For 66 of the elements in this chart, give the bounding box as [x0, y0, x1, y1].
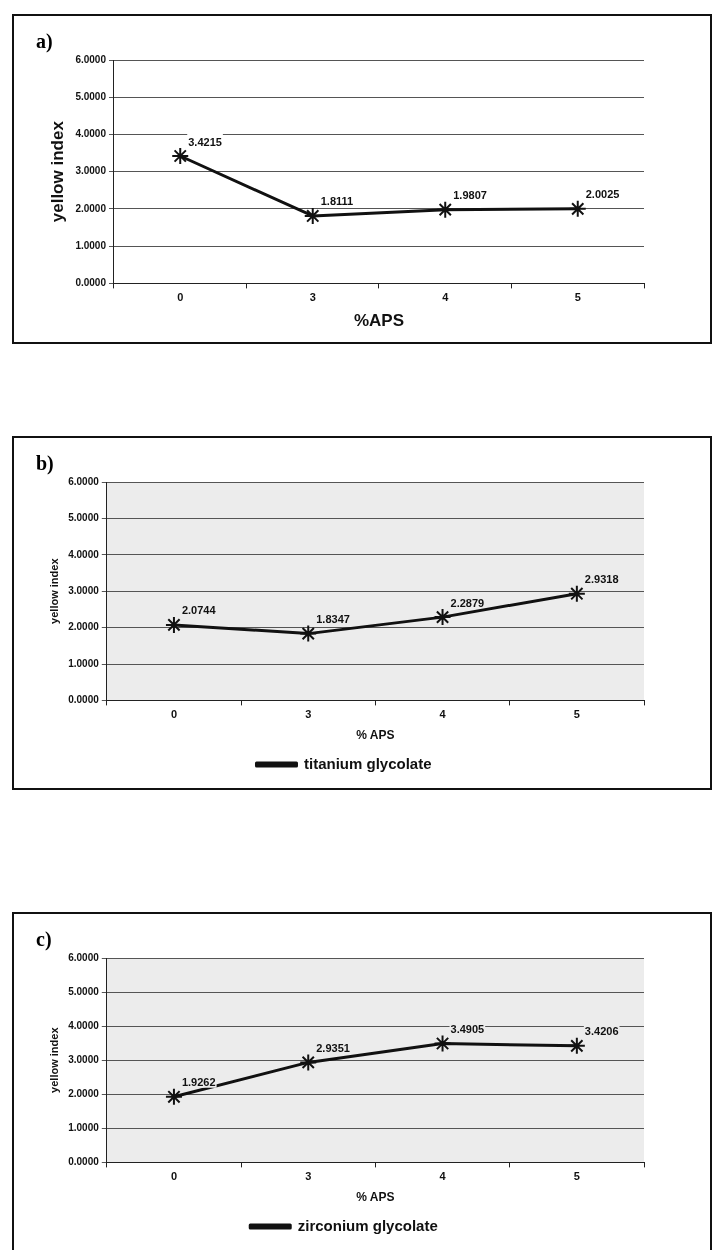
- x-tick-label: 5: [573, 708, 580, 721]
- x-tick-label: 3: [305, 1170, 312, 1183]
- y-axis-title: yellow index: [47, 120, 67, 223]
- point: [433, 608, 452, 627]
- x-tick-label: 5: [573, 1170, 580, 1183]
- y-axis-title: yellow index: [47, 1026, 60, 1093]
- point: [164, 1087, 183, 1106]
- data-label: 2.0744: [181, 604, 217, 617]
- y-tick-label: 1.0000: [75, 239, 107, 251]
- y-tick-label: 6.0000: [68, 951, 100, 963]
- x-tick-label: 0: [170, 708, 177, 721]
- x-tick-label: 0: [177, 291, 184, 304]
- point: [164, 615, 183, 634]
- y-tick-label: 4.0000: [68, 548, 100, 560]
- data-label: 2.9351: [316, 1041, 350, 1054]
- chart-title: b): [36, 452, 54, 475]
- y-tick-label: 4.0000: [75, 128, 107, 140]
- x-axis-title: % APS: [356, 1190, 395, 1205]
- point: [171, 147, 190, 166]
- y-tick-label: 0.0000: [75, 277, 107, 289]
- x-tick-label: 4: [439, 708, 447, 721]
- x-tick-label: 0: [170, 1170, 177, 1183]
- point: [299, 1053, 318, 1072]
- point: [568, 199, 587, 218]
- y-tick-label: 6.0000: [75, 53, 107, 65]
- x-tick-label: 5: [574, 291, 581, 304]
- data-label: 2.9318: [584, 573, 619, 586]
- data-label: 1.9262: [181, 1076, 216, 1089]
- y-tick-label: 3.0000: [75, 165, 107, 177]
- y-axis-title: yellow index: [47, 557, 60, 624]
- legend-label: titanium glycolate: [303, 754, 432, 772]
- chart-title: c): [36, 928, 52, 951]
- x-tick-label: 4: [442, 291, 450, 304]
- x-axis-title: %APS: [353, 311, 405, 331]
- data-label: 1.8111: [320, 195, 354, 208]
- y-tick-label: 3.0000: [68, 584, 100, 596]
- y-tick-label: 2.0000: [68, 621, 100, 633]
- point: [567, 1036, 586, 1055]
- y-tick-label: 5.0000: [75, 90, 107, 102]
- y-tick-label: 4.0000: [68, 1019, 100, 1031]
- data-label: 3.4206: [584, 1025, 619, 1038]
- y-tick-label: 1.0000: [68, 657, 100, 669]
- y-tick-label: 3.0000: [68, 1053, 100, 1065]
- point: [567, 584, 586, 603]
- x-tick-label: 3: [309, 291, 316, 304]
- x-tick-label: 3: [305, 708, 312, 721]
- y-tick-label: 2.0000: [68, 1088, 100, 1100]
- data-label: 3.4215: [188, 135, 222, 148]
- legend-label: zirconium glycolate: [297, 1216, 438, 1234]
- x-tick-label: 4: [439, 1170, 447, 1183]
- y-tick-label: 5.0000: [68, 985, 100, 997]
- point: [433, 1034, 452, 1053]
- y-tick-label: 0.0000: [68, 1156, 100, 1168]
- data-label: 3.4905: [450, 1023, 485, 1036]
- chart-title: a): [36, 30, 53, 53]
- x-axis-title: % APS: [356, 728, 395, 743]
- data-label: 2.0025: [585, 188, 620, 201]
- y-tick-label: 2.0000: [75, 202, 107, 214]
- data-label: 1.9807: [453, 189, 487, 202]
- data-label: 1.8347: [316, 613, 350, 626]
- y-tick-label: 5.0000: [68, 512, 100, 524]
- y-tick-label: 0.0000: [68, 694, 100, 706]
- point: [299, 624, 318, 643]
- y-tick-label: 1.0000: [68, 1122, 100, 1134]
- y-tick-label: 6.0000: [68, 475, 100, 487]
- data-label: 2.2879: [450, 596, 485, 609]
